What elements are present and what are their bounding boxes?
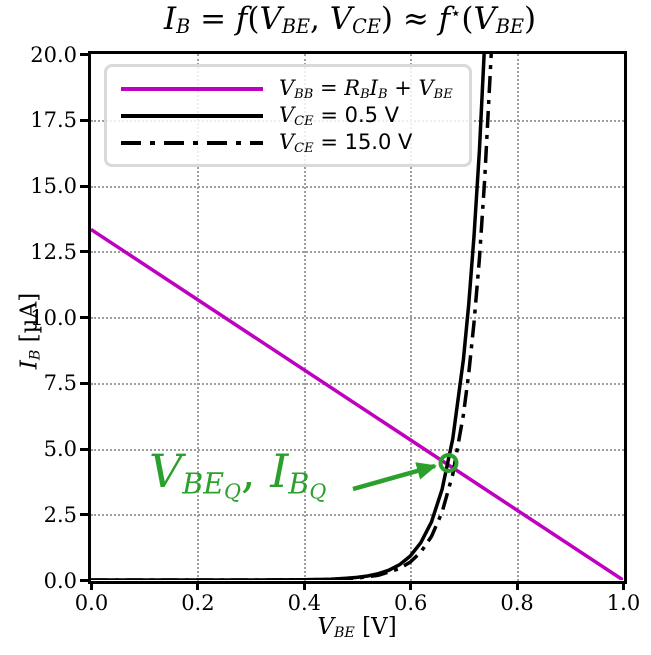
text-part: V xyxy=(279,75,295,100)
legend-item-label: VCE = 15.0 V xyxy=(279,130,412,156)
legend-line-sample xyxy=(121,86,263,91)
plot-area: VBEQ, IBQ VBB = RBIB + VBE VCE = 0.5 V VCE… xyxy=(88,51,627,584)
y-tick xyxy=(80,118,88,122)
y-tick-label: 20.0 xyxy=(30,42,77,67)
text-part: B xyxy=(27,349,44,361)
text-part: Q xyxy=(309,479,327,504)
legend-item-label: VCE = 0.5 V xyxy=(279,103,399,129)
y-tick-label: 17.5 xyxy=(30,108,77,133)
text-part: CE xyxy=(352,15,381,39)
text-part: B xyxy=(176,15,191,39)
chart-canvas xyxy=(91,54,623,580)
text-part: I xyxy=(163,1,177,37)
text-part: I xyxy=(16,360,43,370)
text-part: Q xyxy=(224,479,241,504)
y-tick xyxy=(80,316,88,319)
text-part: BE xyxy=(433,86,453,102)
text-part: V xyxy=(418,75,434,100)
q-point-annotation-label: VBEQ, IBQ xyxy=(149,446,326,503)
gridline-y-5.0 xyxy=(91,448,624,451)
text-part: I xyxy=(270,444,289,498)
y-tick xyxy=(80,184,88,188)
text-part: [V] xyxy=(354,614,397,640)
gridline-y-12.5 xyxy=(91,251,624,254)
x-tick-label: 0.2 xyxy=(181,591,215,615)
legend-item-1: VCE = 0.5 V xyxy=(121,102,455,129)
text-part: BE xyxy=(281,15,311,39)
text-part: ) xyxy=(524,1,537,37)
text-part: B xyxy=(377,86,388,102)
gridline-y-10.0 xyxy=(91,317,624,319)
text-part: I xyxy=(369,75,378,100)
q-point-arrow xyxy=(352,462,437,492)
gridline-y-15.0 xyxy=(91,185,624,188)
text-part: = xyxy=(190,1,236,37)
y-tick xyxy=(80,250,88,254)
y-tick xyxy=(80,447,88,451)
text-part: f xyxy=(438,1,451,37)
y-tick xyxy=(80,381,88,385)
legend-line-sample xyxy=(121,113,263,118)
text-part: B xyxy=(360,86,370,102)
x-axis-label: VBE [V] xyxy=(317,614,396,641)
series-vce-15 xyxy=(91,54,493,580)
text-part: BB xyxy=(294,86,314,102)
series-load-line xyxy=(91,227,623,580)
text-part: BE xyxy=(182,467,225,501)
x-tick-label: 0.6 xyxy=(393,591,428,615)
text-part: = xyxy=(313,75,345,100)
y-tick-label: 5.0 xyxy=(43,437,77,461)
text-part: , xyxy=(310,1,330,37)
y-tick-label: 7.5 xyxy=(43,371,77,396)
y-tick-label: 15.0 xyxy=(30,174,77,198)
legend-item-label: VBB = RBIB + VBE xyxy=(279,76,453,102)
gridline-y-2.5 xyxy=(91,514,624,517)
legend-item-0: VBB = RBIB + VBE xyxy=(121,75,455,102)
y-tick xyxy=(80,579,88,582)
chart-title: IB = f(VBE, VCE) ≈ f⋆(VBE) xyxy=(164,1,536,38)
text-part: V xyxy=(279,129,295,154)
text-part: V xyxy=(279,102,295,127)
text-part: ( xyxy=(247,1,260,37)
y-tick-label: 12.5 xyxy=(30,239,77,264)
text-part: BE xyxy=(333,625,355,642)
text-part: = 15.0 V xyxy=(313,129,413,154)
text-part: [µA] xyxy=(16,292,43,350)
y-tick-label: 0.0 xyxy=(43,568,77,593)
x-tick-label: 0.0 xyxy=(74,591,109,615)
text-part: CE xyxy=(294,140,314,156)
y-tick-label: 2.5 xyxy=(43,502,77,527)
text-part: CE xyxy=(294,113,314,129)
text-part: = 0.5 V xyxy=(313,102,400,127)
text-part: R xyxy=(344,75,361,100)
q-point-marker xyxy=(438,452,459,473)
gridline-y-7.5 xyxy=(91,382,624,385)
x-tick-label: 0.8 xyxy=(500,591,534,615)
legend-item-2: VCE = 15.0 V xyxy=(121,129,455,156)
y-tick xyxy=(80,53,88,56)
text-part: ) ≈ xyxy=(380,1,439,37)
y-tick xyxy=(80,513,88,517)
legend: VBB = RBIB + VBE VCE = 0.5 V VCE = 15.0 V xyxy=(104,64,472,167)
text-part: V xyxy=(149,444,183,498)
y-axis-label: IB [µA] xyxy=(16,293,43,369)
text-part: ( xyxy=(461,1,474,37)
text-part: V xyxy=(317,614,334,640)
text-part: f xyxy=(235,1,248,37)
text-part: V xyxy=(473,1,496,37)
text-part: ⋆ xyxy=(450,3,462,25)
x-tick-label: 0.4 xyxy=(287,591,321,615)
text-part: BE xyxy=(495,15,525,39)
x-tick-label: 1.0 xyxy=(606,591,641,615)
text-part: V xyxy=(259,1,282,37)
text-part: , xyxy=(240,444,271,498)
text-part: B xyxy=(288,467,310,501)
text-part: + xyxy=(387,75,419,100)
text-part: V xyxy=(329,1,353,37)
legend-line-sample xyxy=(121,140,263,145)
